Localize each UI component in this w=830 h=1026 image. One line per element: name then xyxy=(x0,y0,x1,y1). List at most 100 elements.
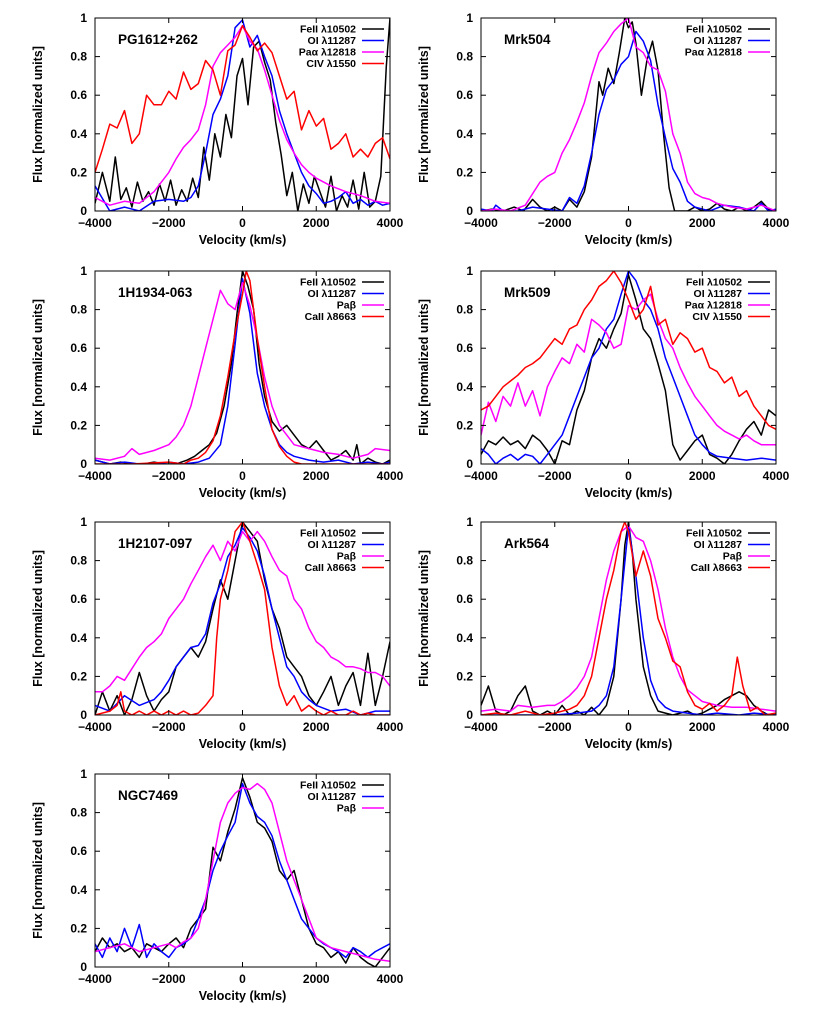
x-tick-label: −4000 xyxy=(464,469,498,483)
x-tick-label: −4000 xyxy=(464,720,498,734)
y-tick-label: 0.8 xyxy=(70,554,87,568)
series-line-2 xyxy=(481,271,776,464)
x-axis-label: Velocity (km/s) xyxy=(199,989,287,1003)
y-tick-label: 0.2 xyxy=(70,165,87,179)
x-tick-label: −4000 xyxy=(78,972,112,986)
y-axis-label: Flux [normalized units] xyxy=(31,299,45,436)
object-name: PG1612+262 xyxy=(118,32,198,47)
x-tick-label: 2000 xyxy=(303,720,330,734)
y-tick-label: 0 xyxy=(80,204,87,218)
series-line-3 xyxy=(95,530,390,693)
x-tick-label: 4000 xyxy=(377,469,404,483)
series-line-4 xyxy=(481,522,776,715)
x-axis-label: Velocity (km/s) xyxy=(199,486,287,500)
x-tick-label: 2000 xyxy=(303,216,330,230)
legend-label: Paα λ12818 xyxy=(685,47,742,59)
series-line-1 xyxy=(95,522,390,715)
legend-label: OI λ11287 xyxy=(694,288,743,300)
y-tick-label: 0.2 xyxy=(70,669,87,683)
panel-3: −4000 −2000 0 2000 4000 0 0.2 0.4 0.6 0.8 1 Velocit… xyxy=(31,264,404,500)
legend-label: FeII λ10502 xyxy=(686,528,742,540)
y-tick-label: 0 xyxy=(80,960,87,974)
x-tick-label: −4000 xyxy=(78,720,112,734)
y-tick-label: 0.2 xyxy=(70,418,87,432)
y-tick-label: 0.6 xyxy=(70,341,87,355)
x-tick-label: 2000 xyxy=(689,216,716,230)
x-tick-label: 4000 xyxy=(377,972,404,986)
object-name: 1H2107-097 xyxy=(118,536,192,551)
series-line-3 xyxy=(95,782,390,962)
legend-label: FeII λ10502 xyxy=(300,277,356,289)
x-tick-label: 0 xyxy=(625,216,632,230)
x-tick-label: −2000 xyxy=(538,216,572,230)
series-line-2 xyxy=(95,782,390,959)
x-tick-label: 0 xyxy=(239,972,246,986)
y-tick-label: 0.4 xyxy=(70,883,87,897)
legend-label: Paβ xyxy=(337,300,357,312)
series-line-2 xyxy=(95,19,390,211)
legend-label: FeII λ10502 xyxy=(300,528,356,540)
legend-label: FeII λ10502 xyxy=(300,24,356,36)
y-tick-label: 0 xyxy=(466,457,473,471)
y-tick-label: 0.2 xyxy=(456,165,473,179)
y-tick-label: 1 xyxy=(80,767,87,781)
y-tick-label: 0.2 xyxy=(456,669,473,683)
y-tick-label: 0.8 xyxy=(456,554,473,568)
x-tick-label: 4000 xyxy=(763,216,790,230)
series-line-2 xyxy=(481,525,776,715)
y-tick-label: 1 xyxy=(80,515,87,529)
series-line-4 xyxy=(95,522,390,715)
y-tick-label: 0.2 xyxy=(70,921,87,935)
legend-label: Paβ xyxy=(337,551,357,563)
series-line-2 xyxy=(481,30,776,211)
x-tick-label: 4000 xyxy=(763,720,790,734)
legend-label: FeII λ10502 xyxy=(686,277,742,289)
x-tick-label: −4000 xyxy=(78,216,112,230)
series-line-3 xyxy=(481,293,776,446)
x-tick-label: −2000 xyxy=(152,720,186,734)
y-tick-label: 0 xyxy=(80,708,87,722)
x-tick-label: −2000 xyxy=(538,720,572,734)
series-line-1 xyxy=(481,522,776,715)
y-tick-label: 0.8 xyxy=(456,303,473,317)
x-tick-label: 0 xyxy=(239,216,246,230)
series-line-3 xyxy=(481,18,776,211)
x-tick-label: 0 xyxy=(239,720,246,734)
y-tick-label: 0.6 xyxy=(456,341,473,355)
series-line-4 xyxy=(481,271,776,430)
x-axis-label: Velocity (km/s) xyxy=(199,737,287,751)
panel-6: −4000 −2000 0 2000 4000 0 0.2 0.4 0.6 0.8 1 Velocit… xyxy=(417,515,790,751)
object-name: Mrk509 xyxy=(504,285,551,300)
x-tick-label: 4000 xyxy=(377,720,404,734)
y-tick-label: 0.6 xyxy=(456,88,473,102)
legend-label: CaII λ8663 xyxy=(691,562,743,574)
legend-label: OI λ11287 xyxy=(308,539,357,551)
legend-label: OI λ11287 xyxy=(308,288,357,300)
series-line-3 xyxy=(481,525,776,712)
x-tick-label: −2000 xyxy=(152,216,186,230)
y-tick-label: 1 xyxy=(80,264,87,278)
legend-label: OI λ11287 xyxy=(308,35,357,47)
y-axis-label: Flux [normalized units] xyxy=(31,550,45,687)
y-tick-label: 0.4 xyxy=(456,631,473,645)
panel-4: −4000 −2000 0 2000 4000 0 0.2 0.4 0.6 0.8 1 Velocit… xyxy=(417,264,790,500)
x-tick-label: −2000 xyxy=(152,972,186,986)
series-line-3 xyxy=(95,281,390,461)
legend-label: CaII λ8663 xyxy=(305,562,357,574)
y-axis-label: Flux [normalized units] xyxy=(31,802,45,939)
legend-label: FeII λ10502 xyxy=(300,780,356,792)
series-line-4 xyxy=(95,271,390,464)
object-name: 1H1934-063 xyxy=(118,285,193,300)
object-name: Mrk504 xyxy=(504,32,551,47)
y-axis-label: Flux [normalized units] xyxy=(417,550,431,687)
y-tick-label: 0.4 xyxy=(456,380,473,394)
x-axis-label: Velocity (km/s) xyxy=(585,233,673,247)
series-line-1 xyxy=(95,18,390,211)
y-tick-label: 0.6 xyxy=(70,88,87,102)
x-tick-label: −2000 xyxy=(152,469,186,483)
y-tick-label: 1 xyxy=(466,515,473,529)
legend-label: OI λ11287 xyxy=(694,539,743,551)
y-tick-label: 0 xyxy=(466,708,473,722)
x-tick-label: 2000 xyxy=(303,469,330,483)
y-tick-label: 0.4 xyxy=(456,127,473,141)
